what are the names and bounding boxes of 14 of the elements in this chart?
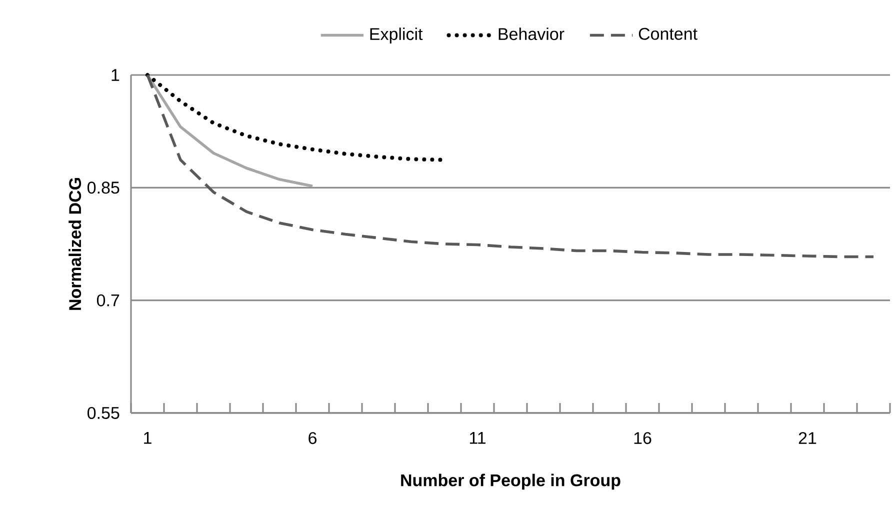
legend-label: Behavior <box>498 28 564 40</box>
y-tick-label: 0.85 <box>88 182 120 194</box>
x-tick-label: 6 <box>308 432 316 444</box>
x-tick-label: 21 <box>798 432 816 444</box>
y-tick-label: 1 <box>112 69 120 81</box>
y-tick-label: 0.55 <box>88 406 120 419</box>
y-axis-title: Normalized DCG <box>68 178 82 310</box>
x-tick-label: 11 <box>470 432 486 444</box>
legend-label: Content <box>638 28 698 40</box>
y-tick-label: 0.7 <box>96 294 120 306</box>
x-axis-title: Number of People in Group <box>401 474 620 490</box>
x-tick-label: 16 <box>634 432 652 444</box>
x-tick-label: 1 <box>144 432 152 444</box>
legend-label: Explicit <box>370 28 423 44</box>
